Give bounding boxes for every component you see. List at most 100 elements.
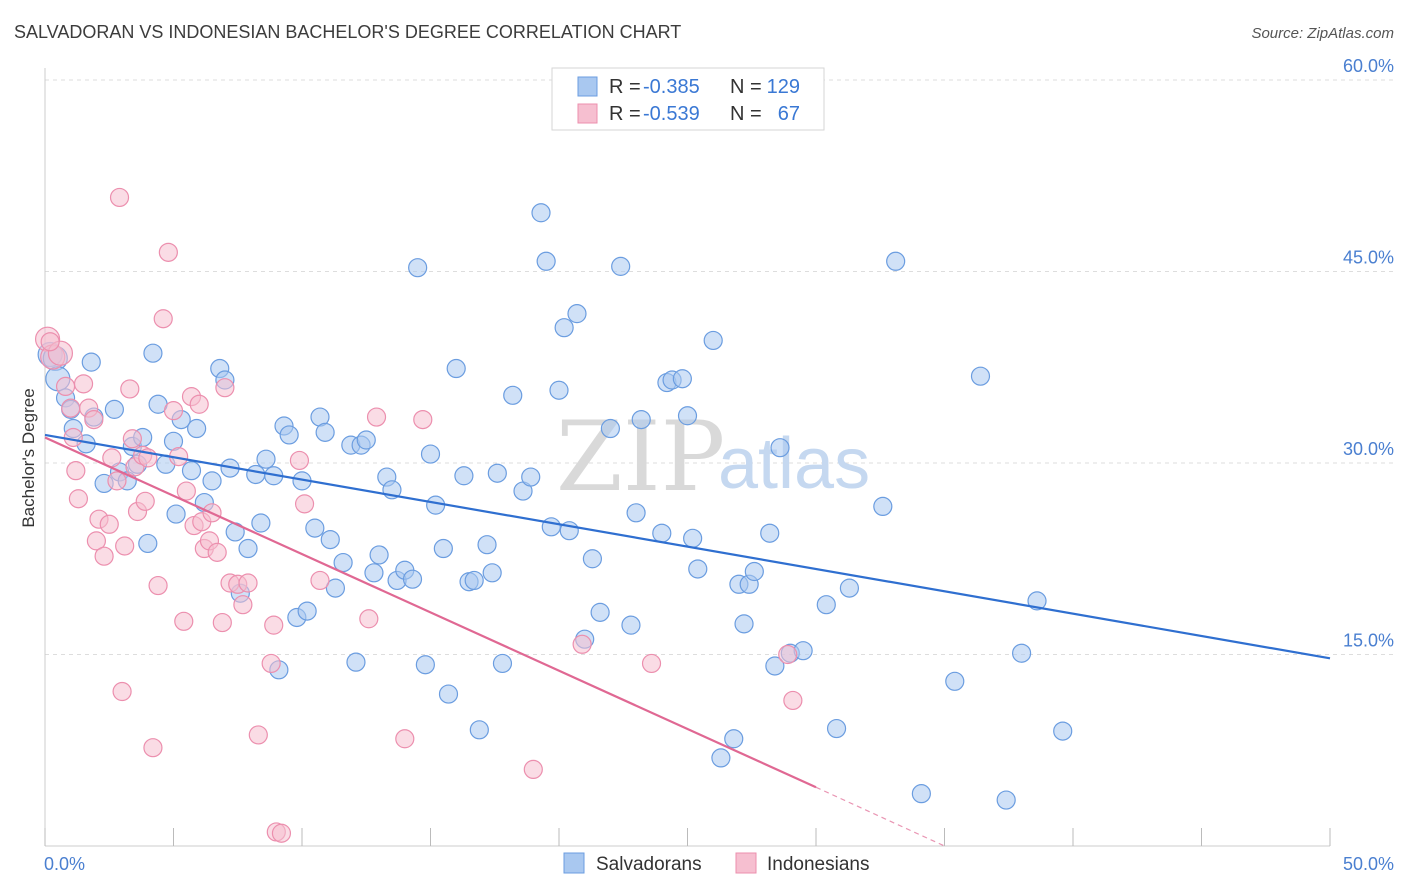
indonesian-point [120, 379, 140, 399]
salvadoran-point [1053, 721, 1073, 741]
trend-lines [44, 433, 1331, 847]
salvadoran-point [104, 399, 124, 419]
x-tick-label-max: 50.0% [1343, 854, 1394, 874]
salvadoran-point [251, 513, 271, 533]
salvadoran-point [582, 549, 603, 569]
y-tick-labels: 15.0% 30.0% 45.0% 60.0% [1343, 56, 1394, 651]
salvadoran-point [202, 471, 222, 491]
stats-legend: R = -0.385 N = 129 R = -0.539 N = 67 [551, 67, 825, 131]
salvadoran-point [734, 614, 754, 634]
salvadoran-point [590, 602, 610, 622]
salvadoran-point [187, 418, 207, 439]
salvadoran-point [816, 595, 836, 615]
legend-n-label-pink: N = [730, 103, 762, 125]
salvadoran-point [541, 517, 561, 537]
salvadoran-point [703, 330, 723, 351]
indonesian-point [66, 461, 86, 481]
salvadoran-point [477, 535, 497, 555]
gridlines [45, 79, 1394, 655]
indonesian-point [174, 611, 194, 631]
legend-n-label-blue: N = [730, 76, 762, 98]
legend-swatch-blue [577, 76, 598, 97]
watermark-atlas: atlas [718, 424, 870, 504]
salvadoran-point [482, 563, 502, 583]
indonesians-points [34, 187, 803, 843]
salvadoran-point [492, 653, 513, 674]
indonesian-point [248, 725, 268, 745]
indonesian-point [112, 681, 132, 702]
salvadoran-point [408, 258, 428, 278]
salvadoran-point [143, 343, 163, 363]
salvadoran-point [652, 523, 672, 543]
salvadoran-point [81, 352, 101, 372]
salvadoran-point [446, 358, 466, 379]
salvadoran-point [433, 538, 453, 559]
indonesian-point [641, 653, 662, 674]
salvadoran-point [600, 418, 621, 439]
series-legend-swatch-salvadorans [563, 852, 585, 874]
indonesian-point [84, 409, 104, 430]
salvadoran-point [970, 366, 991, 386]
indonesians-trend-extension [815, 786, 945, 847]
indonesians-trend-line [44, 436, 817, 789]
salvadoran-point [369, 545, 389, 565]
salvadoran-point [611, 256, 631, 276]
y-tick-label: 60.0% [1343, 56, 1394, 76]
indonesian-point [238, 573, 258, 593]
indonesian-point [115, 536, 135, 556]
salvadoran-point [677, 406, 698, 426]
legend-r-label-blue: R = [609, 76, 641, 98]
salvadoran-point [826, 718, 847, 739]
salvadoran-point [567, 304, 587, 324]
salvadoran-point [688, 559, 708, 579]
legend-r-label-pink: R = [609, 103, 641, 125]
indonesian-point [778, 644, 798, 665]
y-tick-label: 15.0% [1343, 631, 1394, 651]
indonesian-point [233, 595, 253, 615]
salvadoran-point [420, 444, 441, 464]
indonesian-point [366, 407, 387, 427]
indonesian-point [109, 187, 130, 208]
indonesian-point [289, 450, 310, 471]
indonesian-point [783, 690, 803, 711]
salvadoran-point [886, 251, 906, 271]
salvadoran-point [1027, 591, 1047, 611]
salvadoran-point [724, 729, 744, 749]
salvadoran-point [256, 449, 276, 469]
salvadoran-point [181, 461, 202, 481]
indonesian-point [176, 481, 196, 501]
salvadoran-point [364, 563, 384, 583]
salvadoran-point [626, 503, 646, 523]
salvadoran-point [238, 538, 258, 559]
indonesian-point [310, 570, 330, 591]
indonesian-point [413, 409, 433, 430]
y-tick-label: 45.0% [1343, 248, 1394, 268]
indonesian-point [135, 491, 155, 511]
legend-r-value-pink: -0.539 [643, 103, 700, 125]
salvadoran-point [996, 790, 1016, 810]
salvadoran-point [356, 430, 376, 450]
indonesian-point [359, 609, 379, 629]
salvadoran-point [554, 318, 574, 338]
salvadoran-point [487, 463, 507, 483]
indonesian-point [61, 398, 81, 418]
salvadoran-point [346, 652, 366, 672]
salvadoran-point [279, 425, 299, 445]
salvadoran-point [305, 518, 325, 538]
indonesian-point [215, 378, 235, 398]
legend-swatch-pink [577, 103, 598, 124]
salvadoran-point [549, 380, 569, 400]
salvadoran-point [454, 466, 474, 486]
salvadoran-point [531, 203, 551, 223]
series-legend-label-salvadorans: Salvadorans [596, 854, 702, 875]
indonesian-point [73, 374, 94, 394]
salvadoran-point [464, 570, 484, 591]
x-axis-ticks [44, 828, 1331, 846]
indonesian-point [212, 612, 232, 633]
indonesian-point [395, 729, 415, 749]
chart-title: SALVADORAN VS INDONESIAN BACHELOR'S DEGR… [14, 22, 681, 42]
indonesian-point [189, 394, 209, 414]
salvadoran-point [631, 409, 651, 430]
x-tick-label-min: 0.0% [44, 854, 85, 874]
